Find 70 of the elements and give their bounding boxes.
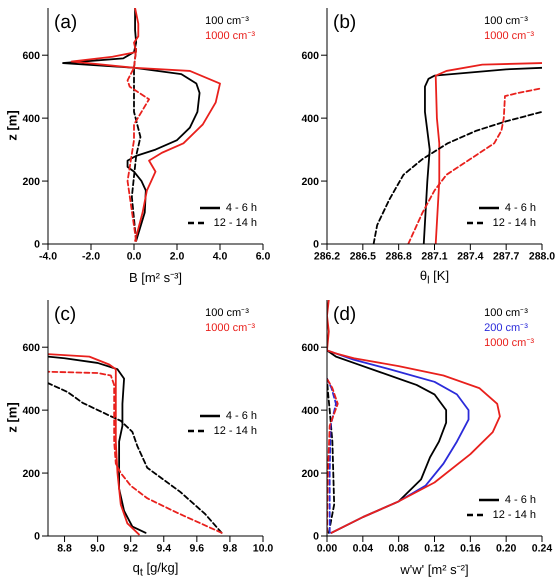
x-tick-label: 0.20 — [496, 542, 517, 554]
y-tick-label: 400 — [301, 112, 320, 125]
x-tick-label: 9.6 — [190, 542, 204, 554]
y-tick-label: 400 — [301, 404, 320, 417]
chart-title: (d) — [333, 304, 356, 326]
annotation: 4 - 6 h — [504, 202, 536, 214]
text: 100 cm⁻³ — [484, 306, 529, 321]
chart-title: (b) — [333, 12, 356, 34]
y-tick-label: 600 — [22, 342, 40, 354]
annotation: 12 - 14 h — [214, 425, 257, 437]
x-tick-label: 287.1 — [421, 250, 448, 262]
y-tick-label: 0 — [34, 238, 40, 251]
chart-title: (c) — [54, 304, 76, 326]
x-tick-label: 0.04 — [352, 542, 374, 554]
annotation: 4 - 6 h — [504, 494, 536, 506]
x-tick-label: 0.08 — [388, 542, 410, 554]
text: 100 cm⁻³ — [205, 14, 250, 29]
y-tick-label: 200 — [301, 176, 320, 188]
chart-title: (a) — [54, 12, 78, 34]
x-axis-title: w'w' [m² s⁻²] — [399, 561, 470, 578]
x-tick-label: 0.00 — [316, 542, 338, 554]
annotation: 12 - 14 h — [492, 217, 536, 229]
x-tick-label: 9.2 — [123, 542, 138, 554]
x-axis-title: θ$_{l}$ [K] — [418, 268, 450, 287]
x-tick-label: 0.0 — [126, 250, 142, 262]
x-axis-title: q$_{t}$ [g/kg] — [132, 560, 180, 579]
text: 100 cm⁻³ — [205, 306, 250, 321]
annotation: 12 - 14 h — [214, 217, 257, 229]
x-tick-label: 287.4 — [457, 250, 484, 262]
y-tick-label: 200 — [22, 468, 40, 480]
annotation: 4 - 6 h — [226, 202, 257, 214]
y-axis-title: z [m] — [4, 109, 20, 143]
x-tick-label: 9.0 — [90, 542, 106, 554]
x-tick-label: 6.0 — [256, 250, 270, 262]
y-tick-label: 0 — [313, 530, 320, 543]
x-tick-label: 0.24 — [532, 542, 552, 554]
x-tick-label: 286.5 — [350, 250, 376, 262]
x-tick-label: 10.0 — [252, 542, 274, 554]
x-tick-label: -4.0 — [38, 250, 58, 262]
x-tick-label: 9.4 — [156, 542, 172, 554]
text: 1000 cm⁻³ — [205, 29, 255, 44]
series-label: 1000 cm⁻³ — [484, 29, 534, 44]
y-tick-label: 400 — [22, 404, 40, 417]
y-axis-title: z [m] — [4, 401, 20, 435]
y-tick-label: 200 — [22, 176, 40, 188]
x-tick-label: 2.0 — [170, 250, 184, 262]
y-tick-label: 200 — [301, 468, 320, 480]
x-tick-label: -2.0 — [82, 250, 100, 262]
x-tick-label: 0.16 — [460, 542, 481, 554]
x-tick-label: 4.0 — [212, 250, 228, 262]
text: 1000 cm⁻³ — [205, 321, 255, 336]
x-tick-label: 9.8 — [222, 542, 238, 554]
text: 100 cm⁻³ — [484, 14, 529, 29]
x-tick-label: 286.2 — [314, 250, 340, 262]
annotation: 12 - 14 h — [492, 509, 536, 521]
x-tick-label: 287.7 — [493, 250, 520, 262]
y-tick-label: 600 — [301, 50, 320, 62]
y-tick-label: 600 — [301, 342, 320, 354]
x-tick-label: 8.8 — [57, 542, 72, 554]
y-tick-label: 0 — [34, 530, 40, 543]
x-tick-label: 286.8 — [386, 250, 412, 262]
text: 200 cm⁻³ — [484, 321, 529, 336]
text: 1000 cm⁻³ — [484, 336, 534, 351]
y-tick-label: 0 — [313, 238, 320, 251]
y-tick-label: 600 — [22, 50, 40, 62]
x-tick-label: 288.0 — [528, 250, 556, 262]
x-axis-title: B [m² s⁻³] — [128, 269, 184, 286]
x-tick-label: 0.12 — [424, 542, 445, 554]
y-tick-label: 400 — [22, 112, 40, 125]
annotation: 4 - 6 h — [226, 410, 257, 422]
